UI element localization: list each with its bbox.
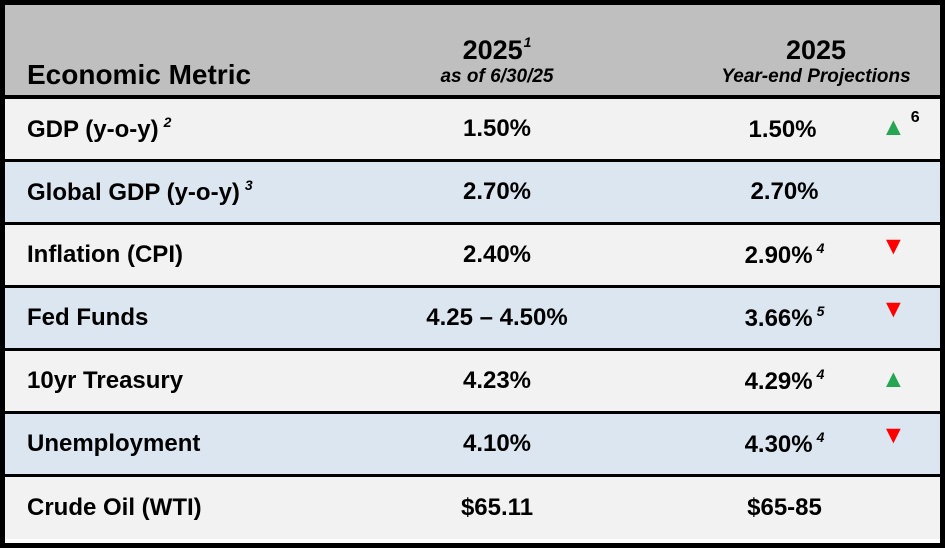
table-row-global-gdp: Global GDP (y-o-y) 3 2.70% 2.70% <box>5 162 940 225</box>
metric-label: GDP (y-o-y) 2 <box>5 113 402 144</box>
trend-cell: 6 <box>877 109 940 142</box>
projection-text: 1.50% <box>748 115 817 143</box>
table-row-unemployment: Unemployment 4.10% 4.30% 4 <box>5 414 940 477</box>
projection-text: 4.30% <box>744 430 813 458</box>
header-projection-year: 2025 <box>785 35 847 66</box>
current-value: $65.11 <box>460 494 534 521</box>
metric-text: Global GDP (y-o-y) <box>27 178 240 206</box>
footnote-marker: 4 <box>816 428 825 445</box>
table-header-row: Economic Metric 20251 as of 6/30/25 2025… <box>5 5 940 99</box>
current-value: 4.10% <box>462 430 532 457</box>
footnote-marker: 3 <box>244 176 253 193</box>
current-value: 1.50% <box>462 115 532 142</box>
footnote-marker: 5 <box>816 302 825 319</box>
current-value: 2.70% <box>462 178 532 205</box>
metric-label: 10yr Treasury <box>5 367 402 395</box>
up-triangle-icon <box>881 367 906 392</box>
metric-label: Global GDP (y-o-y) 3 <box>5 176 402 207</box>
metric-text: GDP (y-o-y) <box>27 115 159 143</box>
header-col-current: 20251 as of 6/30/25 <box>402 34 592 95</box>
projection-value: 2.90% 4 <box>692 239 877 270</box>
footnote-marker-6: 6 <box>910 109 920 126</box>
table-row-gdp: GDP (y-o-y)2 1.50% 1.50% 6 <box>5 99 940 162</box>
projection-value: 1.50% <box>692 115 877 144</box>
footnote-marker: 4 <box>816 365 825 382</box>
trend-cell <box>877 243 940 268</box>
projection-value: 2.70% <box>692 178 877 206</box>
footnote-marker: 4 <box>816 239 825 256</box>
current-value: 4.25 – 4.50% <box>426 304 568 331</box>
table-row-fed-funds: Fed Funds 4.25 – 4.50% 3.66% 5 <box>5 288 940 351</box>
metric-label: Inflation (CPI) <box>5 241 402 269</box>
table-row-10yr-treasury: 10yr Treasury 4.23% 4.29% 4 <box>5 351 940 414</box>
header-current-year: 20251 <box>402 34 592 66</box>
header-col-projection: 2025 Year-end Projections <box>692 35 940 95</box>
trend-cell <box>877 432 940 457</box>
table-row-inflation: Inflation (CPI) 2.40% 2.90% 4 <box>5 225 940 288</box>
projection-text: 2.70% <box>750 178 819 205</box>
projection-text: $65-85 <box>747 494 822 521</box>
projection-value: 4.29% 4 <box>692 365 877 396</box>
projection-text: 4.29% <box>744 367 813 395</box>
footnote-marker: 2 <box>163 113 172 130</box>
down-triangle-icon <box>881 423 906 448</box>
projection-text: 3.66% <box>744 304 813 332</box>
up-triangle-icon <box>881 115 906 140</box>
metric-text: Crude Oil (WTI) <box>27 494 202 521</box>
projection-value: $65-85 <box>692 494 877 522</box>
projection-value: 4.30% 4 <box>692 428 877 459</box>
metric-text: Unemployment <box>27 430 201 457</box>
current-value: 4.23% <box>462 367 532 394</box>
projection-text: 2.90% <box>744 241 813 269</box>
header-current-subtitle: as of 6/30/25 <box>440 66 554 88</box>
metric-label: Fed Funds <box>5 304 402 332</box>
header-current-year-text: 2025 <box>462 35 523 66</box>
down-triangle-icon <box>881 297 906 322</box>
down-triangle-icon <box>881 234 906 259</box>
metric-text: 10yr Treasury <box>27 367 184 394</box>
trend-cell <box>877 306 940 331</box>
table-row-crude-oil: Crude Oil (WTI) $65.11 $65-85 <box>5 477 940 539</box>
projection-value: 3.66% 5 <box>692 302 877 333</box>
current-value: 2.40% <box>462 241 532 268</box>
header-projection-subtitle: Year-end Projections <box>721 66 911 88</box>
footnote-marker-1: 1 <box>523 34 532 51</box>
header-economic-metric: Economic Metric <box>27 59 252 90</box>
metric-label: Crude Oil (WTI) <box>5 494 402 522</box>
metric-text: Fed Funds <box>27 304 149 331</box>
trend-cell <box>877 369 940 394</box>
metric-label: Unemployment <box>5 430 402 458</box>
metric-text: Inflation (CPI) <box>27 241 183 268</box>
